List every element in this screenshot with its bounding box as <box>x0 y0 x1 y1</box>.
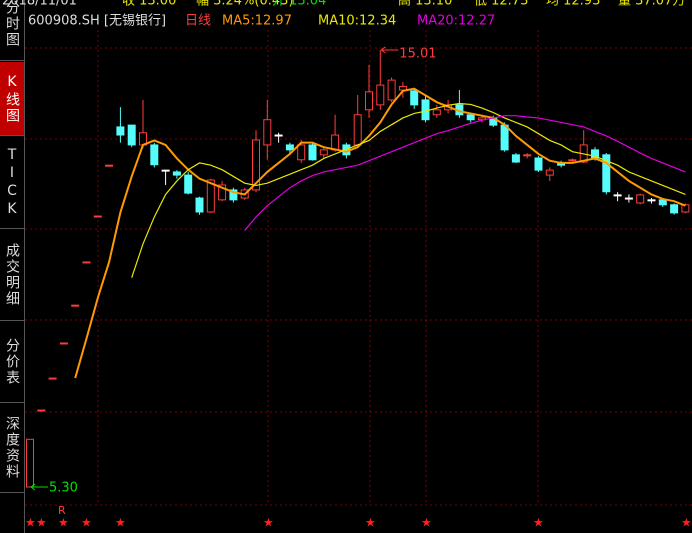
candle-body <box>602 154 611 193</box>
candle-body <box>184 174 193 194</box>
candle-body <box>432 109 441 116</box>
star: ★ <box>365 516 376 530</box>
candle-body <box>218 184 227 201</box>
candle-body <box>511 154 520 163</box>
candle-body <box>421 99 430 121</box>
star: ★ <box>421 516 432 530</box>
star: ★ <box>115 516 126 530</box>
candle-body <box>308 144 317 161</box>
candle-body <box>71 304 80 307</box>
header-item: 收 13.00 <box>122 0 176 9</box>
annotation-label: 5.30 <box>49 480 78 495</box>
candle-body <box>127 124 136 146</box>
candle-body <box>410 90 419 106</box>
candle-body <box>624 197 633 200</box>
sidebar: 分时图 K线图 TICK 成交明细 分价表 深度资料 <box>0 0 25 533</box>
candle-body <box>613 194 622 197</box>
header-item: 幅 3.24%(0.43) <box>196 0 294 9</box>
candle-body <box>568 159 577 162</box>
candle-body <box>466 114 475 121</box>
candle-body <box>116 126 125 136</box>
candle-body <box>500 124 509 151</box>
candle-body <box>545 169 554 176</box>
annotation-arrow <box>381 46 399 54</box>
star: ★ <box>25 516 36 530</box>
candle-body <box>387 79 396 101</box>
star: ★ <box>263 516 274 530</box>
ma-line <box>74 87 686 379</box>
candle-body <box>206 179 215 213</box>
sidebar-tab[interactable]: K线图 <box>0 62 24 136</box>
candle-body <box>37 409 46 412</box>
candle-body <box>331 134 340 151</box>
sidebar-tab[interactable]: 深度资料 <box>0 404 24 493</box>
sidebar-tab[interactable]: TICK <box>0 137 24 229</box>
header-item: 2018/11/01 <box>2 0 77 9</box>
candle-body <box>59 342 68 345</box>
ma-line <box>244 115 686 231</box>
candle-body <box>150 144 159 166</box>
candle-body <box>195 197 204 213</box>
candle-body <box>319 149 328 156</box>
star: ★ <box>81 516 92 530</box>
candle-body <box>26 438 34 488</box>
candle-body <box>105 164 114 167</box>
star: ★ <box>36 516 47 530</box>
star: ★ <box>58 516 69 530</box>
candle-body <box>647 199 656 202</box>
header-item: 开 13.04 <box>272 0 326 9</box>
candle-body <box>263 119 272 146</box>
candle-body <box>161 169 170 172</box>
candle-body <box>523 154 532 157</box>
candle-body <box>353 114 362 146</box>
candle-body <box>297 144 306 161</box>
candle-body <box>252 139 260 191</box>
candle-body <box>93 215 102 218</box>
legend-entry: MA10:12.34 <box>318 14 396 29</box>
legend-entry: MA5:12.97 <box>222 14 292 29</box>
candle-body <box>82 261 91 264</box>
candle-body <box>636 194 645 204</box>
candle-body <box>376 84 385 106</box>
candle-body <box>534 157 543 171</box>
star: ★ <box>681 516 692 530</box>
candle-body <box>274 134 283 137</box>
candle-body <box>681 204 690 213</box>
candle-body <box>172 171 181 176</box>
candle-body <box>285 144 294 151</box>
candle-body <box>365 91 373 111</box>
candle-body <box>658 199 667 206</box>
header-item: 量 37.07万 <box>618 0 685 9</box>
sidebar-tab[interactable]: 成交明细 <box>0 230 24 321</box>
annotation-arrow <box>30 483 48 491</box>
sidebar-tab[interactable]: 分时图 <box>0 0 24 61</box>
candle-body <box>48 377 57 380</box>
grid <box>25 30 692 506</box>
star: ★ <box>533 516 544 530</box>
header-item: 高 13.10 <box>398 0 452 9</box>
annotation-label: 15.01 <box>399 46 436 61</box>
header-item: 均 12.93 <box>546 0 600 9</box>
candle-body <box>670 204 679 214</box>
candle-body <box>229 189 238 201</box>
legend-entry: MA20:12.27 <box>417 14 495 29</box>
marker-label: R <box>58 504 66 517</box>
symbol: 600908.SH [无锡银行] <box>28 14 166 29</box>
ma-line <box>131 102 686 278</box>
sidebar-tab[interactable]: 分价表 <box>0 322 24 403</box>
star-row: ★ ★ ★ ★ ★ ★ ★ ★ ★ ★ <box>25 516 692 530</box>
header-item: 低 12.73 <box>474 0 528 9</box>
period: 日线 <box>185 14 211 29</box>
